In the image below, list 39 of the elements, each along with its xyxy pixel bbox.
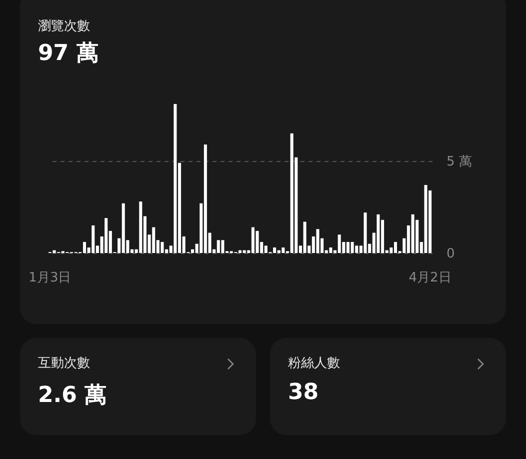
bar	[122, 203, 125, 253]
y-tick-label: 0	[446, 246, 455, 262]
bar	[82, 242, 86, 253]
chart-title: 瀏覽次數	[38, 18, 90, 35]
text: 38	[288, 380, 319, 405]
bar	[174, 104, 177, 253]
bar	[411, 214, 414, 253]
bar	[242, 250, 246, 253]
chart-subtitle: 97 萬	[38, 40, 98, 68]
bar	[338, 234, 341, 253]
bar	[216, 240, 220, 253]
bar	[350, 242, 354, 253]
bar	[238, 250, 242, 253]
bar	[290, 133, 294, 253]
bar	[364, 212, 367, 253]
bar	[394, 242, 398, 253]
y-tick-label: 5 萬	[446, 154, 472, 170]
bar	[52, 250, 56, 253]
bar	[104, 218, 108, 253]
bar	[264, 246, 268, 253]
x-tick-label: 1月3日	[28, 270, 72, 286]
x-tick-label: 4月2日	[408, 270, 452, 286]
bar	[277, 250, 280, 253]
bar	[160, 242, 164, 253]
bar	[139, 201, 142, 253]
bar	[329, 247, 332, 253]
text: 粉絲人數	[288, 355, 340, 372]
bar	[376, 214, 380, 253]
bar	[424, 184, 428, 253]
bar	[221, 240, 224, 253]
bar	[152, 227, 156, 253]
text: 2.6 萬	[38, 382, 107, 410]
bar	[256, 230, 259, 253]
bar	[303, 222, 306, 253]
bar	[355, 246, 358, 253]
text: 互動次數	[38, 355, 90, 372]
bar	[282, 247, 285, 253]
bar	[92, 225, 95, 253]
bar	[316, 229, 320, 253]
